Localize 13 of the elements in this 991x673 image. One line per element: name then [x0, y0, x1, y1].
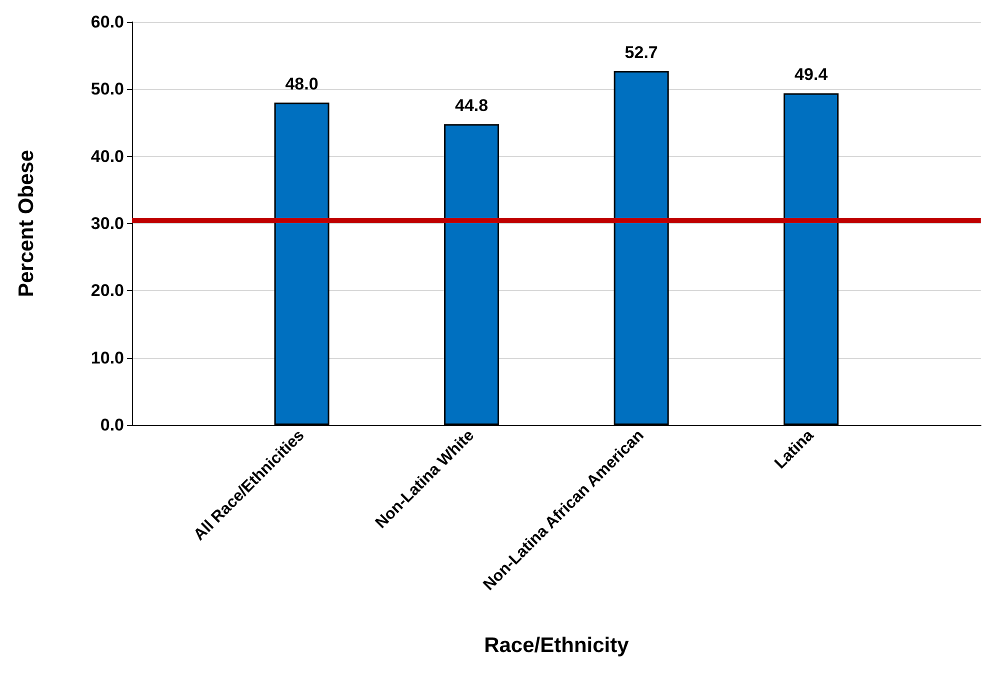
- data-label: 44.8: [455, 96, 488, 116]
- x-axis-title: Race/Ethnicity: [484, 634, 630, 657]
- y-tick-label: 30.0: [90, 214, 124, 233]
- data-label: 52.7: [624, 43, 658, 62]
- y-axis-title: Percent Obese: [15, 150, 38, 298]
- y-tick-label: 50.0: [90, 80, 124, 99]
- data-label: 49.4: [794, 65, 828, 84]
- y-tick-label: 0.0: [100, 416, 124, 434]
- y-tick-label: 60.0: [90, 12, 124, 32]
- y-tick-label: 10.0: [90, 348, 124, 368]
- y-tick-label: 20.0: [90, 281, 124, 300]
- y-tick-label: 40.0: [90, 146, 124, 166]
- data-label: 48.0: [285, 74, 318, 94]
